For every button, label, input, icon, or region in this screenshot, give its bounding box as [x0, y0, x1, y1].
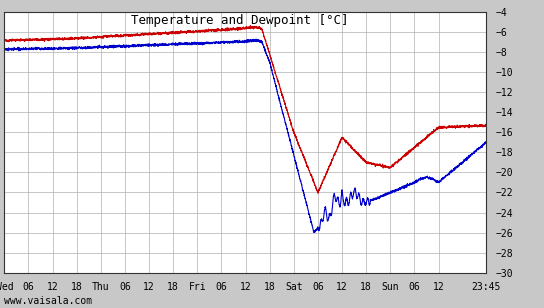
Text: www.vaisala.com: www.vaisala.com: [4, 297, 92, 306]
Text: Temperature and Dewpoint [°C]: Temperature and Dewpoint [°C]: [131, 14, 348, 27]
